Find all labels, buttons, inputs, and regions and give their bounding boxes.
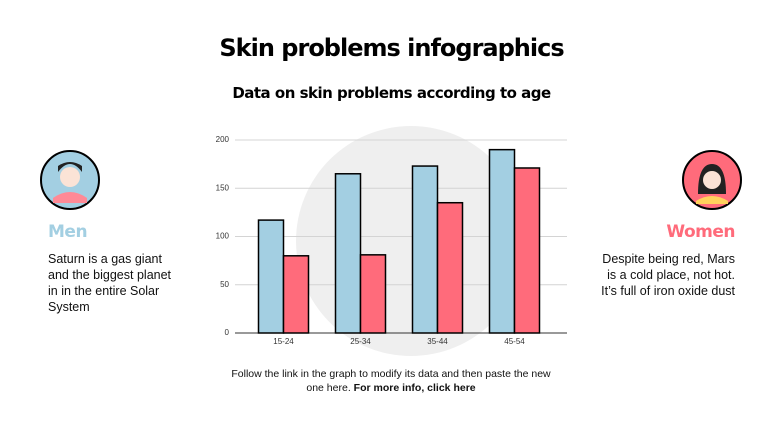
- title: Skin problems infographics: [219, 34, 564, 62]
- y-tick-label: 200: [216, 135, 230, 144]
- women-avatar: [682, 150, 742, 210]
- bar: [334, 173, 362, 334]
- x-tick-label: 45-54: [504, 337, 525, 346]
- women-heading: Women: [666, 222, 735, 242]
- footer: Follow the link in the graph to modify i…: [231, 367, 551, 395]
- y-tick-label: 150: [216, 183, 230, 192]
- subtitle: Data on skin problems according to age: [232, 84, 551, 102]
- y-tick-label: 50: [220, 280, 229, 289]
- men-avatar: [40, 150, 100, 210]
- bar: [436, 201, 464, 334]
- y-tick-label: 0: [225, 328, 230, 337]
- x-tick-label: 35-44: [427, 337, 448, 346]
- bar: [359, 254, 387, 334]
- bar: [513, 167, 541, 334]
- men-description: Saturn is a gas giant and the biggest pl…: [48, 252, 172, 314]
- men-heading: Men: [48, 222, 88, 242]
- women-description: Despite being red, Mars is a cold place,…: [601, 252, 735, 298]
- footer-link[interactable]: For more info, click here: [353, 382, 476, 394]
- bar: [282, 255, 310, 334]
- footer-text: Follow the link in the graph to modify i…: [231, 368, 551, 394]
- x-tick-label: 15-24: [273, 337, 294, 346]
- bar: [257, 219, 285, 334]
- bar: [411, 165, 439, 334]
- y-tick-label: 100: [216, 232, 230, 241]
- bar: [488, 148, 516, 334]
- x-tick-label: 25-34: [350, 337, 371, 346]
